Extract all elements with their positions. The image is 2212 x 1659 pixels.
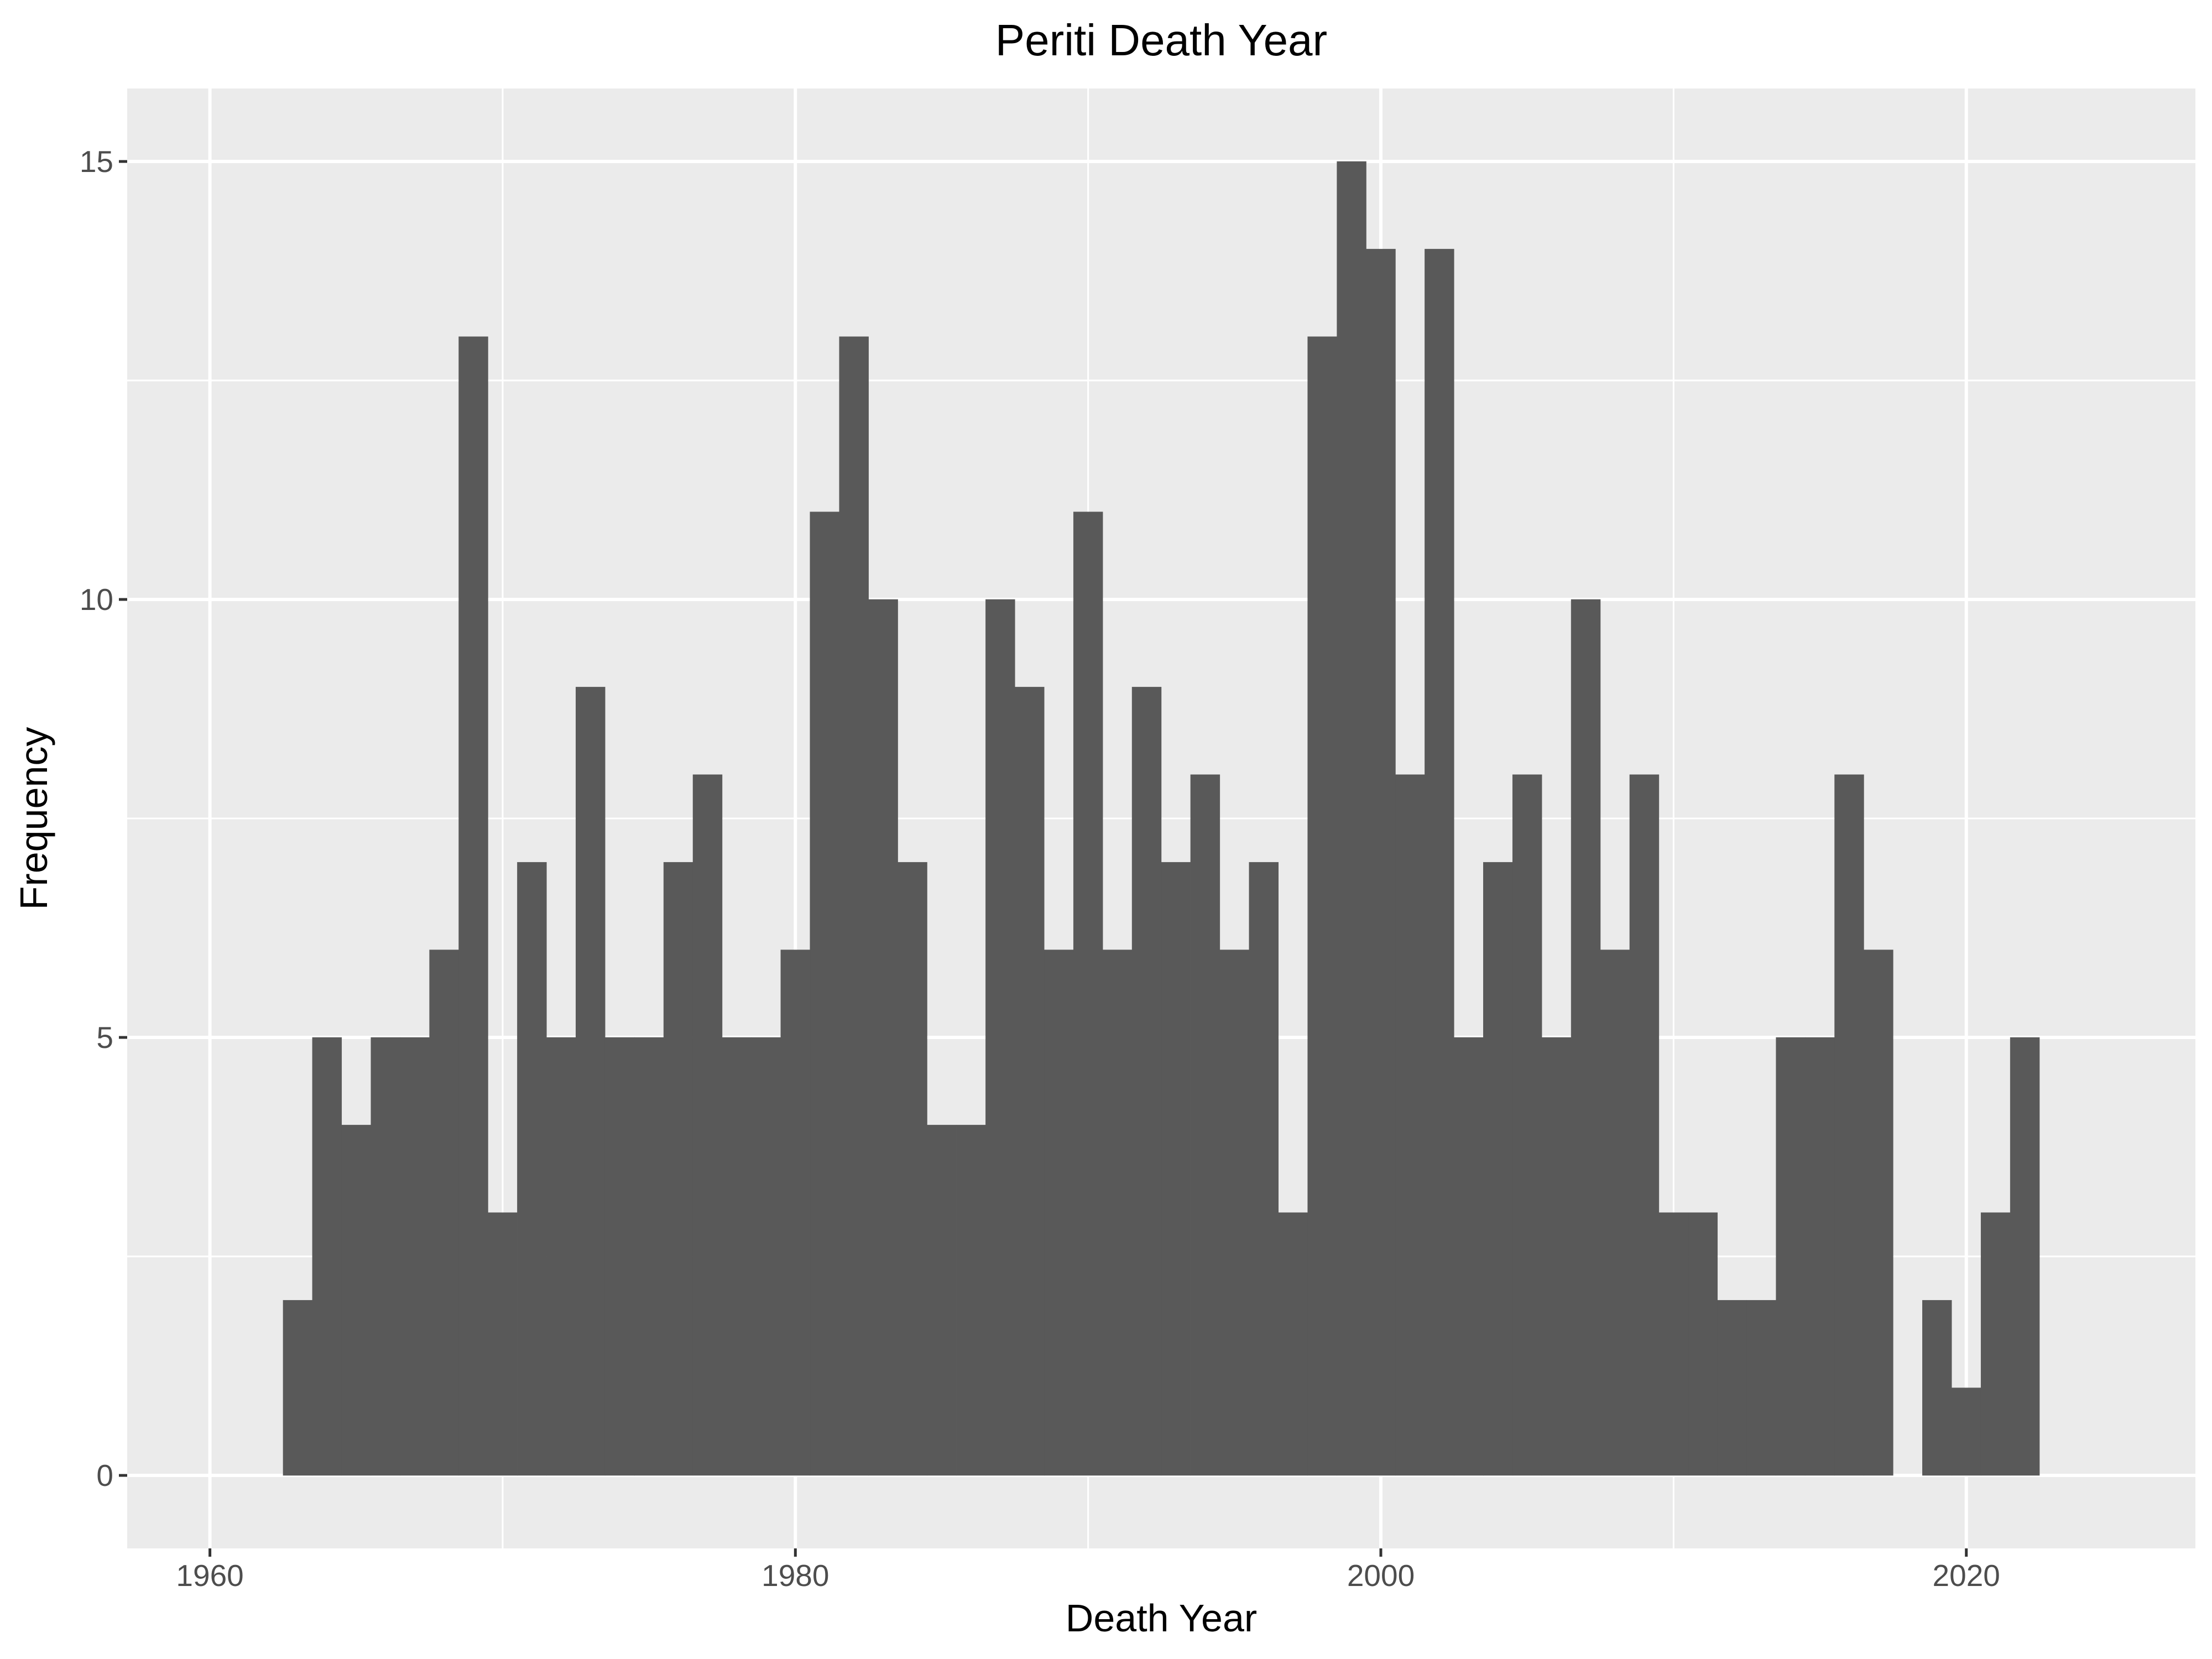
histogram-bar [663,862,693,1476]
histogram-bar [1073,512,1103,1476]
y-axis: 0 5 10 15 [80,144,127,1493]
histogram-bar [1483,862,1513,1476]
histogram-bar [927,1125,957,1476]
histogram-bar [810,512,839,1476]
x-tick-label: 2020 [1933,1558,2000,1593]
histogram-bar [1190,774,1220,1476]
histogram-bar [1366,249,1396,1476]
histogram-bar [751,1037,781,1476]
histogram-bar [1307,336,1337,1476]
histogram-bar [576,687,606,1476]
y-tick-label: 10 [80,582,113,617]
histogram-bar [1746,1300,1776,1476]
histogram-bar [1219,950,1250,1476]
histogram-bar [1688,1212,1718,1476]
histogram-bar [634,1037,664,1476]
x-axis-title: Death Year [1066,1597,1257,1640]
histogram-bar [1512,774,1542,1476]
histogram-bar [488,1212,518,1476]
histogram-bar [604,1037,635,1476]
histogram-bar [1425,249,1454,1476]
histogram-bar [1922,1300,1952,1476]
histogram-bar [898,862,927,1476]
histogram-bar [1658,1212,1689,1476]
histogram-bar [1337,161,1366,1476]
histogram-bar [692,774,723,1476]
histogram-bar [1541,1037,1572,1476]
y-tick-label: 0 [96,1458,113,1493]
histogram-bar [985,599,1015,1476]
histogram-bar [1776,1037,1806,1476]
histogram-bar [1015,687,1045,1476]
histogram-bar [546,1037,576,1476]
histogram-bar [1952,1387,1981,1476]
histogram-bar [2010,1037,2040,1476]
histogram-bar [1571,599,1601,1476]
histogram-bar [956,1125,986,1476]
x-tick-label: 1980 [761,1558,829,1593]
histogram-bar [400,1037,430,1476]
histogram-bar [312,1037,342,1476]
histogram-bar [1600,950,1630,1476]
histogram-bar [868,599,898,1476]
bars [283,161,2040,1476]
x-tick-label: 2000 [1347,1558,1415,1593]
histogram-bar [1395,774,1425,1476]
histogram-bar [341,1125,371,1476]
histogram-bar [1834,774,1864,1476]
chart-title: Periti Death Year [995,15,1327,65]
histogram-bar [1044,950,1074,1476]
y-tick-label: 15 [80,144,113,179]
histogram-bar [371,1037,400,1476]
histogram-bar [517,862,547,1476]
x-axis: 1960 1980 2000 2020 [176,1548,2000,1593]
histogram-bar [458,336,488,1476]
x-tick-label: 1960 [176,1558,243,1593]
histogram-bar [1102,950,1133,1476]
histogram-bar [1161,862,1191,1476]
histogram-bar [1249,862,1279,1476]
histogram-bar [1980,1212,2011,1476]
histogram-bar [1131,687,1162,1476]
histogram-bar [839,336,869,1476]
histogram-bar [1278,1212,1308,1476]
y-axis-title: Frequency [12,727,55,910]
y-tick-label: 5 [96,1020,113,1055]
histogram-bar [780,950,811,1476]
histogram-bar [1864,950,1893,1476]
histogram-bar [1805,1037,1835,1476]
histogram-bar [283,1300,313,1476]
histogram-bar [1454,1037,1484,1476]
histogram-bar [1717,1300,1747,1476]
histogram-bar [429,950,459,1476]
histogram-bar [1629,774,1660,1476]
histogram-bar [722,1037,752,1476]
